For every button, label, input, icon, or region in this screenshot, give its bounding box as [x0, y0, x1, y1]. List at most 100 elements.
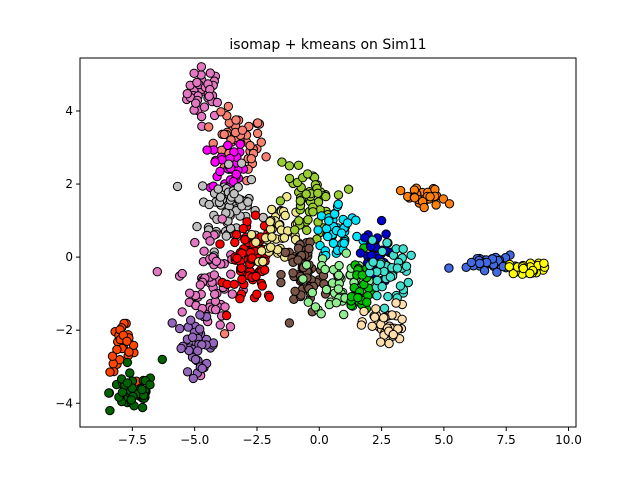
scatter-point	[264, 292, 275, 302]
scatter-point	[215, 192, 226, 202]
scatter-point	[377, 282, 387, 292]
scatter-point	[256, 137, 266, 147]
cluster-6	[175, 310, 219, 384]
x-axis: −7.5 −5.0 −2.5 0.0 2.5 5.0 7.5 10.0	[118, 427, 582, 447]
scatter-point	[302, 169, 313, 179]
scatter-point	[277, 157, 287, 167]
scatter-point	[195, 310, 205, 320]
scatter-point	[213, 184, 223, 194]
scatter-point	[210, 305, 221, 315]
scatter-point	[382, 238, 392, 248]
scatter-point	[223, 101, 234, 112]
scatter-point	[302, 225, 312, 236]
x-tick-label: 10.0	[555, 433, 582, 447]
scatter-point	[217, 214, 227, 224]
scatter-point	[290, 286, 300, 296]
scatter-point	[251, 237, 261, 247]
scatter-point	[308, 207, 318, 217]
scatter-point	[251, 271, 261, 282]
scatter-point	[385, 272, 396, 282]
scatter-point	[219, 129, 229, 140]
y-tick-label: −2	[55, 323, 73, 337]
scatter-point	[395, 185, 406, 196]
scatter-point	[362, 297, 372, 307]
scatter-point	[356, 320, 367, 330]
scatter-point	[258, 256, 268, 267]
scatter-point	[215, 239, 225, 249]
cluster-18	[356, 298, 407, 349]
scatter-point	[211, 256, 222, 266]
scatter-point	[290, 225, 300, 235]
scatter-point	[293, 255, 303, 265]
scatter-point	[267, 204, 277, 215]
scatter-point	[253, 118, 263, 128]
cluster-17	[365, 235, 416, 313]
scatter-point	[525, 268, 535, 279]
y-axis: −4 −2 0 2 4	[55, 104, 80, 410]
x-tick-label: 2.5	[372, 433, 391, 447]
scatter-point	[196, 62, 207, 72]
scatter-point	[313, 188, 323, 199]
scatter-point	[197, 363, 208, 374]
scatter-point	[479, 266, 490, 276]
scatter-point	[383, 291, 393, 302]
scatter-point	[367, 321, 377, 331]
scatter-point	[324, 216, 334, 226]
scatter-point	[177, 307, 187, 317]
scatter-point	[298, 274, 308, 284]
scatter-point	[333, 284, 344, 294]
scatter-point	[117, 387, 128, 397]
scatter-point	[221, 310, 232, 321]
scatter-point	[233, 182, 243, 192]
scatter-point	[377, 246, 387, 257]
scatter-point	[367, 235, 378, 245]
scatter-point	[266, 242, 276, 252]
scatter-point	[125, 368, 135, 378]
scatter-point	[321, 191, 331, 202]
plot-area-frame	[79, 57, 577, 428]
scatter-point	[225, 322, 236, 332]
scatter-point	[246, 154, 257, 164]
scatter-point	[216, 107, 226, 117]
scatter-point	[197, 181, 208, 191]
scatter-point	[209, 270, 220, 280]
scatter-point	[384, 338, 394, 349]
scatter-point	[392, 263, 403, 273]
scatter-point	[192, 221, 202, 232]
scatter-point	[294, 216, 304, 226]
scatter-point	[220, 302, 230, 312]
scatter-point	[376, 215, 387, 226]
scatter-point	[199, 246, 209, 256]
scatter-point	[243, 197, 253, 207]
scatter-point	[359, 306, 369, 317]
cluster-19	[395, 183, 455, 213]
scatter-point	[508, 268, 518, 279]
scatter-point	[205, 68, 216, 78]
scatter-point	[343, 184, 354, 194]
scatter-point	[341, 248, 351, 258]
cluster-8	[104, 357, 156, 413]
scatter-point	[331, 298, 342, 308]
scatter-point	[425, 192, 435, 202]
y-tick-label: 4	[65, 104, 73, 118]
scatter-point	[403, 277, 413, 288]
scatter-point	[276, 269, 286, 280]
scatter-point	[122, 378, 133, 388]
scatter-point	[192, 77, 202, 88]
scatter-point	[320, 264, 330, 275]
scatter-point	[215, 320, 225, 330]
scatter-point	[304, 243, 314, 254]
scatter-point	[176, 343, 186, 354]
scatter-point	[316, 211, 327, 221]
scatter-point	[195, 324, 205, 334]
scatter-point	[189, 68, 199, 79]
scatter-point	[157, 354, 168, 365]
scatter-point	[282, 192, 292, 202]
scatter-point	[368, 257, 378, 267]
scatter-point	[219, 329, 230, 339]
scatter-point	[105, 405, 115, 416]
scatter-point	[196, 111, 207, 122]
scatter-point	[466, 257, 477, 268]
scatter-point	[227, 289, 238, 299]
scatter-point	[261, 152, 271, 162]
